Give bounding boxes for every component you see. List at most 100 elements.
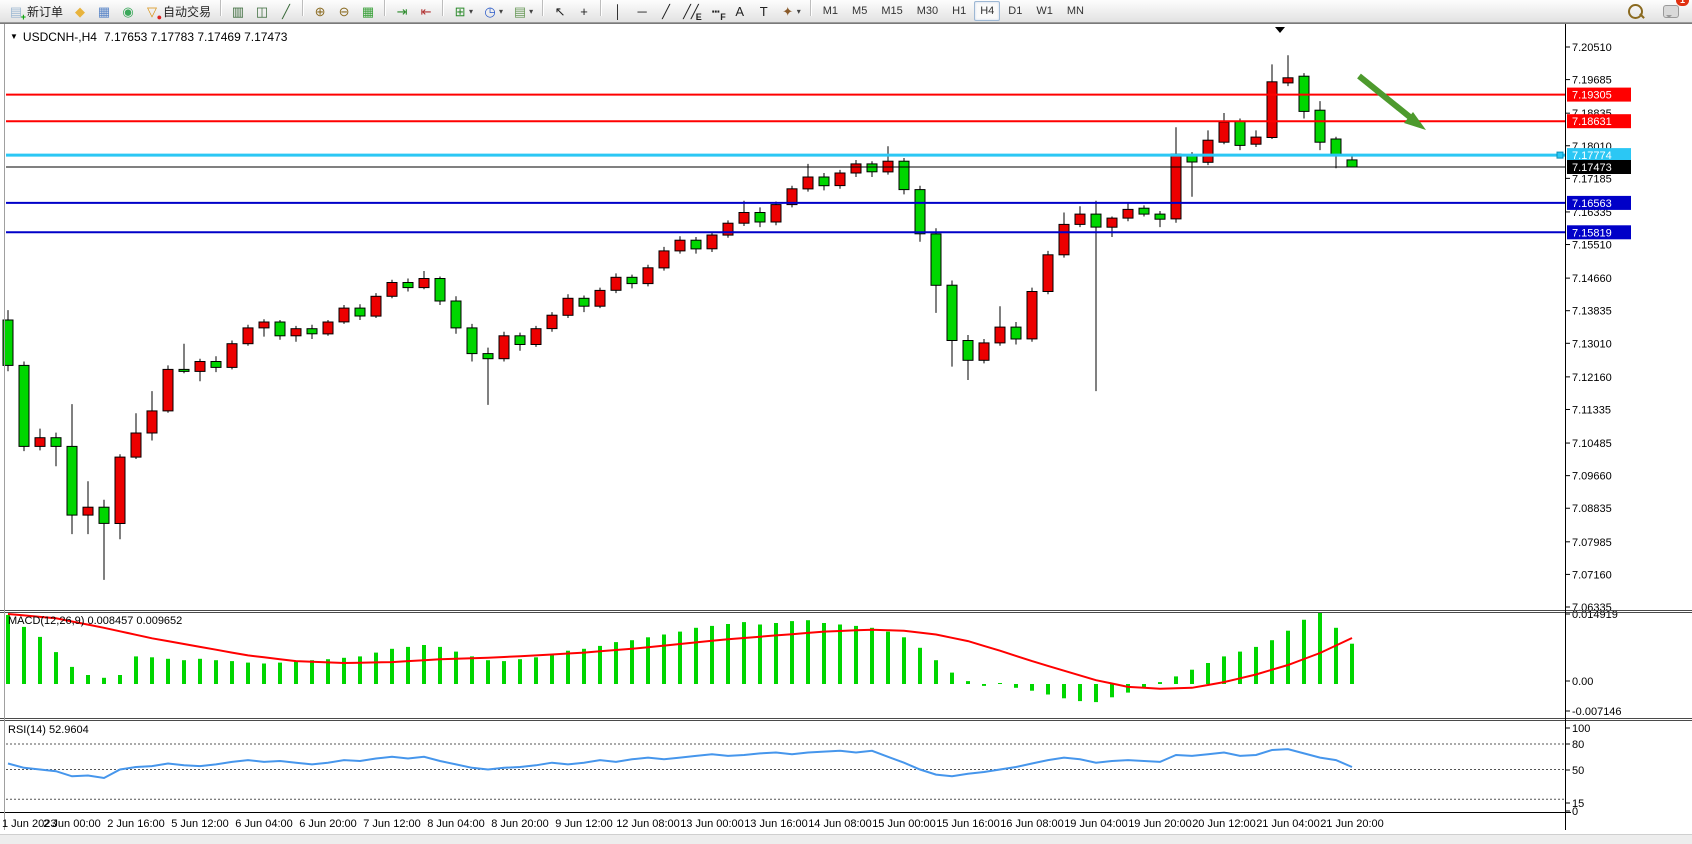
candle-body — [1122, 208, 1134, 219]
indicators-button[interactable]: ⊞ ▾ — [449, 1, 477, 23]
timeframe-h1[interactable]: H1 — [952, 5, 967, 17]
candlestick-chart-button[interactable]: ◫ — [251, 1, 273, 23]
search-button[interactable] — [1624, 0, 1647, 22]
periods-dropdown-icon[interactable]: ▾ — [499, 7, 504, 16]
text-button[interactable]: A — [729, 1, 751, 23]
auto-scroll-icon: ⇥ — [396, 3, 408, 19]
new-order-icon: ▤ + — [9, 3, 26, 22]
candle-body — [354, 307, 366, 317]
timeframe-m5[interactable]: M5 — [852, 5, 868, 17]
candle-body — [514, 335, 526, 345]
candle-body — [642, 267, 654, 285]
chat-button[interactable]: 1 — [1649, 0, 1689, 22]
candle-body — [818, 176, 830, 187]
signals-button[interactable]: ◉ — [117, 1, 139, 23]
candle-body — [722, 222, 734, 236]
price-axis-label: 7.19685 — [1572, 75, 1612, 87]
cursor-button[interactable]: ↖ — [549, 1, 571, 23]
arrows-tool-icon: ✦ — [782, 3, 794, 19]
price-axis-label: 7.16335 — [1572, 207, 1612, 219]
zoom-in-button[interactable]: ⊕ — [309, 1, 331, 23]
toolbar-separator — [442, 0, 445, 16]
equidistant-channel-icon: ╱╱ E — [683, 3, 702, 22]
time-axis-label: 6 Jun 04:00 — [235, 818, 293, 830]
chart-shift-marker-icon[interactable] — [1275, 27, 1285, 33]
terminal-window-button[interactable]: ▦ — [93, 1, 115, 23]
vertical-line-button[interactable]: │ — [607, 1, 629, 23]
price-axis-label: 7.07160 — [1572, 569, 1612, 581]
fibonacci-overlay-icon: F — [720, 11, 726, 22]
arrows-tool-dropdown-icon[interactable]: ▾ — [796, 7, 801, 16]
time-axis-label: 13 Jun 00:00 — [680, 818, 744, 830]
candle-body — [994, 326, 1006, 344]
candle-body — [1074, 213, 1086, 225]
metaeditor-icon: ◆ — [75, 3, 86, 19]
main-toolbar: ▤ + 新订单 ◆ ▦ ◉ ▽ ● 自动交易 ▥ ◫ ╱ ⊕ ⊖ ▦ ⇥ ⇤ ⊞ ▾ ◷ ▾ ▤ ▾ ↖ + │ ─ ╱ ╱╱ E ┅ F A T… — [0, 0, 1692, 23]
auto-scroll-button[interactable]: ⇥ — [391, 1, 413, 23]
candle-body — [610, 276, 622, 291]
indicators-dropdown-icon[interactable]: ▾ — [469, 7, 474, 16]
candle-body — [258, 321, 270, 329]
timeframe-m15[interactable]: M15 — [881, 5, 903, 17]
timeframe-w1[interactable]: W1 — [1036, 5, 1053, 17]
periods-button[interactable]: ◷ ▾ — [479, 1, 507, 23]
autotrading-button[interactable]: ▽ ● 自动交易 — [141, 1, 215, 23]
tile-windows-button[interactable]: ▦ — [357, 1, 379, 23]
price-axis-label: 7.15510 — [1572, 240, 1612, 252]
templates-dropdown-icon[interactable]: ▾ — [529, 7, 534, 16]
candle-body — [242, 327, 254, 345]
candle-body — [706, 234, 718, 250]
price-axis-label: 7.20510 — [1572, 42, 1612, 54]
time-axis-label: 13 Jun 16:00 — [744, 818, 808, 830]
timeframe-m1[interactable]: M1 — [822, 5, 839, 17]
trend-arrow-annotation[interactable] — [1357, 73, 1426, 130]
candle-body — [450, 300, 462, 329]
line-chart-button[interactable]: ╱ — [275, 1, 297, 23]
horizontal-line-button[interactable]: ─ — [631, 1, 653, 23]
templates-button[interactable]: ▤ ▾ — [509, 1, 537, 23]
candle-body — [1138, 207, 1150, 215]
metaeditor-button[interactable]: ◆ — [69, 1, 91, 23]
timeframe-m30[interactable]: M30 — [916, 5, 939, 17]
candle-body — [274, 321, 286, 337]
timeframe-mn[interactable]: MN — [1066, 5, 1084, 17]
vertical-line-icon: │ — [614, 3, 623, 19]
candle-body — [498, 335, 510, 360]
time-axis-label: 19 Jun 04:00 — [1064, 818, 1128, 830]
candle-body — [370, 295, 382, 317]
bar-chart-button[interactable]: ▥ — [227, 1, 249, 23]
equidistant-channel-button[interactable]: ╱╱ E — [679, 1, 703, 23]
cursor-icon: ↖ — [554, 3, 566, 19]
price-badge-label: 7.17774 — [1572, 150, 1612, 162]
price-line-handle[interactable] — [1556, 151, 1564, 159]
price-axis-label: 7.08835 — [1572, 503, 1612, 515]
candlesticks — [2, 55, 1358, 580]
candle-body — [226, 343, 238, 368]
arrows-tool-button[interactable]: ✦ ▾ — [777, 1, 805, 23]
chart-shift-button[interactable]: ⇤ — [415, 1, 437, 23]
trendline-button[interactable]: ╱ — [655, 1, 677, 23]
macd-scale-label: 0.00 — [1572, 676, 1593, 688]
new-order-button[interactable]: ▤ + 新订单 — [5, 1, 67, 23]
candle-body — [82, 506, 94, 516]
candle-body — [162, 368, 174, 412]
candle-body — [754, 212, 766, 223]
chart-canvas[interactable]: 7.20510 7.19685 7.18835 7.18010 7.17185 7.163… — [0, 24, 1692, 840]
candle-body — [1026, 291, 1038, 340]
fibonacci-button[interactable]: ┅ F — [705, 1, 727, 23]
zoom-out-button[interactable]: ⊖ — [333, 1, 355, 23]
text-label-button[interactable]: T — [753, 1, 775, 23]
candle-body — [786, 188, 798, 206]
candle-body — [530, 328, 542, 346]
candle-body — [290, 328, 302, 337]
toolbar-separator — [302, 0, 305, 16]
timeframe-h4[interactable]: H4 — [974, 1, 1001, 21]
time-axis-label: 8 Jun 20:00 — [491, 818, 549, 830]
terminal-window-icon: ▦ — [97, 3, 111, 19]
autotrading-label: 自动交易 — [163, 5, 212, 19]
crosshair-button[interactable]: + — [573, 1, 595, 23]
timeframe-d1[interactable]: D1 — [1008, 5, 1023, 17]
candle-body — [866, 163, 878, 173]
candle-body — [178, 368, 190, 372]
